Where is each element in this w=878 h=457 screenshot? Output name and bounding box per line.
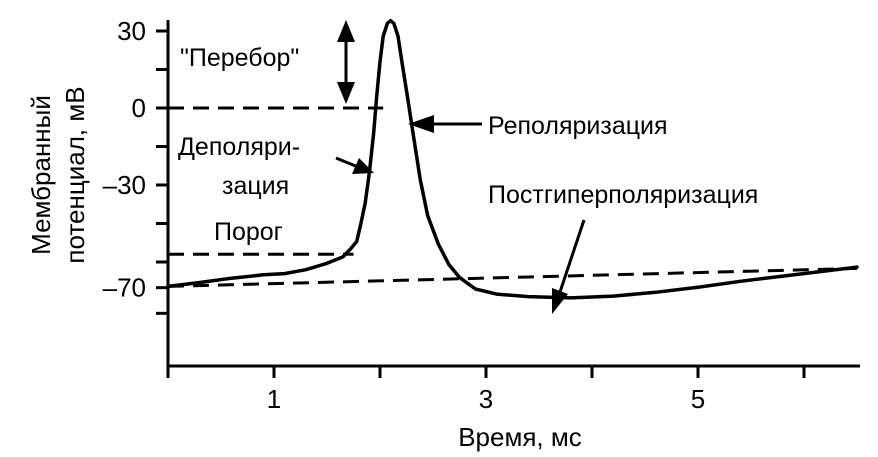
depolarization-arrow-shaft bbox=[335, 156, 359, 169]
overshoot-arrow-head-down bbox=[337, 82, 355, 104]
depolarization-label-2: зация bbox=[222, 172, 289, 200]
x-tick-label: 1 bbox=[267, 384, 281, 414]
series-layer bbox=[166, 18, 859, 300]
threshold-label: Порог bbox=[214, 218, 283, 246]
depolarization-arrow-head bbox=[352, 158, 374, 174]
repolarization-label: Реполяризация bbox=[488, 112, 668, 140]
overshoot-label: "Перебор" bbox=[180, 44, 299, 72]
annotation-arrows bbox=[335, 20, 586, 314]
x-axis-label: Время, мс bbox=[458, 422, 582, 452]
y-axis-label-line2: потенциал, мВ bbox=[60, 86, 90, 263]
x-tick-label: 3 bbox=[479, 384, 493, 414]
repolarization-arrow-head bbox=[408, 115, 434, 133]
y-tick-label: –70 bbox=[103, 273, 146, 303]
y-tick-label: 0 bbox=[132, 93, 146, 123]
overshoot-arrow-head-up bbox=[337, 20, 355, 42]
x-tick-label: 5 bbox=[691, 384, 705, 414]
afterhyperpolarization-label: Постгиперполяризация bbox=[488, 181, 758, 209]
afterhyperpolarization-arrow-head bbox=[552, 288, 568, 314]
membrane-potential-line bbox=[166, 18, 859, 300]
y-tick-label: 30 bbox=[117, 16, 146, 46]
resting-line bbox=[167, 266, 858, 288]
axes: 30 0 –30 –70 1 3 5 bbox=[103, 16, 860, 414]
afterhyperpolarization-arrow-shaft bbox=[558, 219, 586, 293]
y-axis-label-line1: Мембранный bbox=[26, 95, 56, 255]
depolarization-label-1: Деполяри- bbox=[178, 133, 300, 161]
reference-lines bbox=[167, 106, 858, 288]
y-tick-label: –30 bbox=[103, 170, 146, 200]
